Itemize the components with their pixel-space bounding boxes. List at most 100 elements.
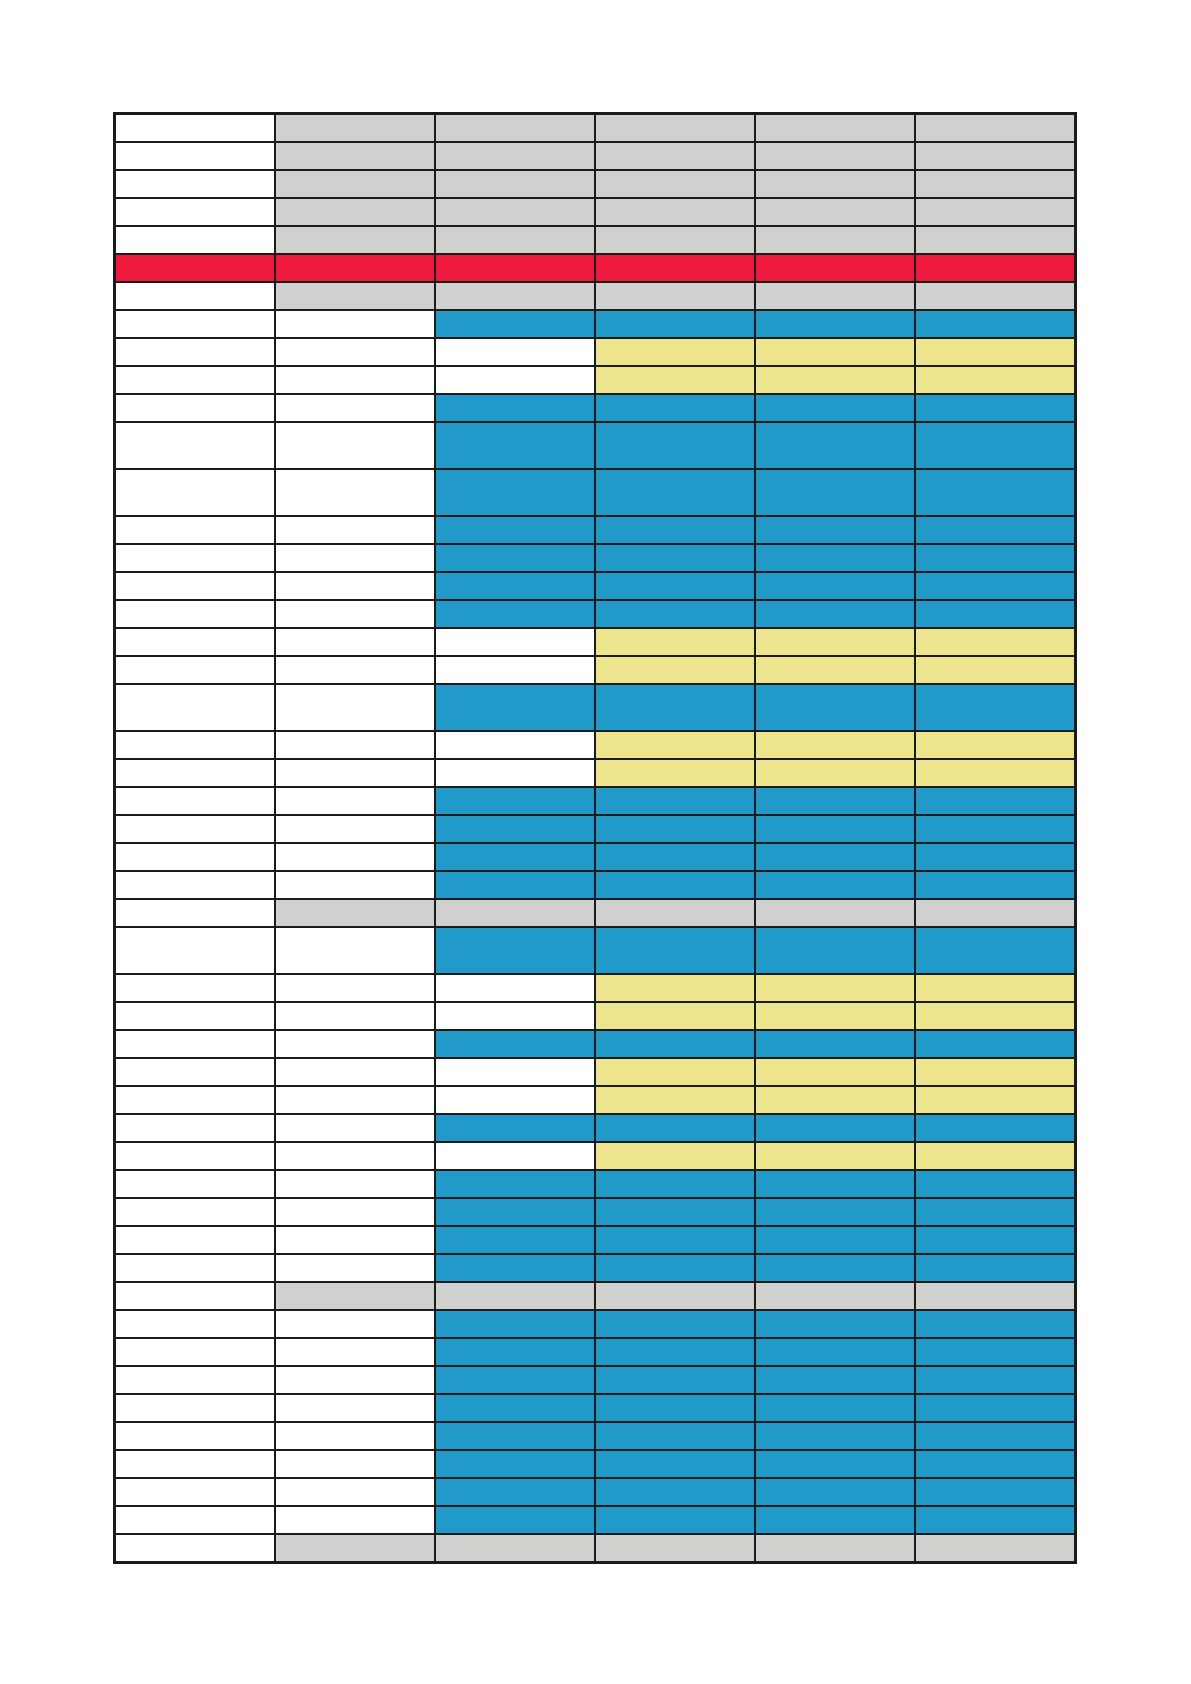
table-cell-white (273, 571, 436, 601)
table-cell-white (113, 1057, 276, 1087)
table-cell-white (273, 421, 436, 470)
table-cell-gray (754, 281, 917, 311)
table-cell-gray (273, 112, 436, 143)
table-cell-blue (754, 468, 917, 517)
table-cell-yellow (593, 627, 757, 657)
table-cell-yellow (914, 1057, 1077, 1087)
table-cell-blue (433, 683, 596, 732)
table-cell-blue (593, 1393, 757, 1423)
table-cell-gray (273, 225, 436, 255)
table-cell-blue (593, 842, 757, 872)
table-cell-white (113, 225, 276, 255)
table-cell-blue (754, 421, 917, 470)
table-cell-blue (914, 1169, 1077, 1199)
table-cell-white (273, 543, 436, 573)
table-row (113, 1421, 1077, 1451)
table-row (113, 973, 1077, 1003)
table-cell-white (273, 468, 436, 517)
table-cell-gray (914, 197, 1077, 227)
table-cell-gray (273, 169, 436, 199)
table-cell-blue (914, 468, 1077, 517)
table-cell-blue (754, 1253, 917, 1283)
table-cell-white (273, 1253, 436, 1283)
table-cell-gray (754, 1281, 917, 1311)
table-cell-white (113, 842, 276, 872)
table-row (113, 683, 1077, 732)
table-cell-white (113, 393, 276, 423)
table-cell-gray (914, 141, 1077, 171)
table-cell-blue (433, 1505, 596, 1535)
table-cell-blue (914, 309, 1077, 339)
table-row (113, 1281, 1077, 1311)
table-cell-red (273, 253, 436, 283)
table-cell-white (273, 309, 436, 339)
table-cell-blue (754, 571, 917, 601)
table-cell-white (113, 1169, 276, 1199)
table-cell-white (113, 1533, 276, 1564)
table-cell-yellow (593, 1085, 757, 1115)
table-cell-white (113, 1505, 276, 1535)
table-cell-yellow (914, 730, 1077, 760)
table-cell-white (273, 842, 436, 872)
table-cell-blue (754, 1365, 917, 1395)
table-cell-gray (593, 1281, 757, 1311)
table-cell-yellow (593, 730, 757, 760)
table-cell-blue (914, 1449, 1077, 1479)
table-cell-gray (273, 197, 436, 227)
table-cell-blue (593, 1365, 757, 1395)
table-cell-yellow (754, 1057, 917, 1087)
table-row (113, 421, 1077, 470)
table-cell-blue (593, 1029, 757, 1059)
table-row (113, 1113, 1077, 1143)
table-cell-white (113, 421, 276, 470)
table-cell-gray (273, 141, 436, 171)
table-cell-white (273, 683, 436, 732)
table-cell-blue (754, 393, 917, 423)
table-cell-white (113, 758, 276, 788)
table-cell-white (273, 1421, 436, 1451)
table-cell-gray (593, 197, 757, 227)
table-cell-blue (593, 814, 757, 844)
table-cell-gray (593, 169, 757, 199)
table-cell-white (113, 1141, 276, 1171)
table-cell-blue (593, 421, 757, 470)
table-cell-yellow (914, 627, 1077, 657)
table-cell-white (273, 1057, 436, 1087)
table-cell-white (113, 730, 276, 760)
table-cell-yellow (754, 973, 917, 1003)
table-cell-yellow (914, 758, 1077, 788)
table-cell-blue (754, 842, 917, 872)
table-cell-white (113, 926, 276, 975)
table-cell-blue (593, 1505, 757, 1535)
table-cell-blue (433, 1029, 596, 1059)
table-cell-gray (433, 898, 596, 928)
table-cell-gray (593, 281, 757, 311)
table-cell-blue (433, 571, 596, 601)
table-cell-white (273, 1113, 436, 1143)
table-cell-yellow (754, 1001, 917, 1031)
table-cell-gray (593, 898, 757, 928)
table-cell-white (433, 758, 596, 788)
table-cell-gray (914, 281, 1077, 311)
table-row (113, 309, 1077, 339)
table-cell-white (273, 870, 436, 900)
table-row (113, 599, 1077, 629)
table-cell-blue (433, 1113, 596, 1143)
table-cell-blue (914, 842, 1077, 872)
table-cell-gray (593, 225, 757, 255)
table-row (113, 337, 1077, 367)
table-cell-blue (914, 1393, 1077, 1423)
table-cell-blue (433, 1337, 596, 1367)
table-cell-white (273, 1085, 436, 1115)
table-cell-white (113, 898, 276, 928)
table-cell-white (113, 571, 276, 601)
table-cell-blue (914, 814, 1077, 844)
table-cell-blue (914, 1421, 1077, 1451)
table-cell-gray (433, 1281, 596, 1311)
table-cell-gray (754, 169, 917, 199)
table-cell-white (273, 1477, 436, 1507)
table-cell-gray (754, 112, 917, 143)
table-cell-white (273, 758, 436, 788)
table-cell-white (273, 1225, 436, 1255)
table-cell-red (433, 253, 596, 283)
